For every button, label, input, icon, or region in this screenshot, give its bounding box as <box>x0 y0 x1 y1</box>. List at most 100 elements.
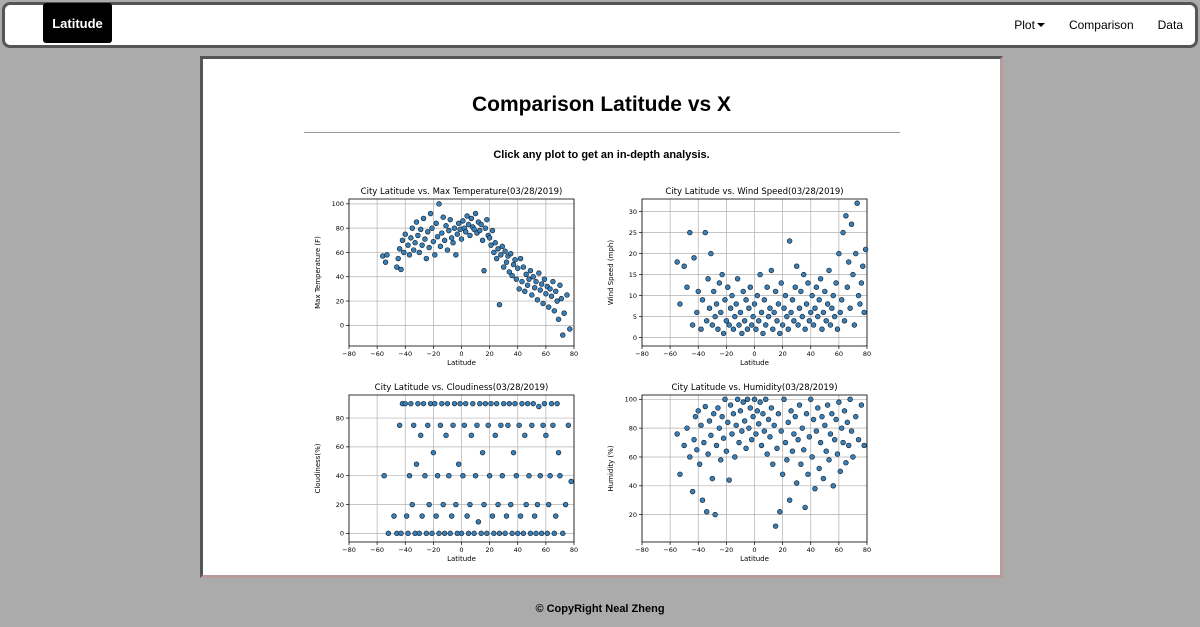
scatter-point <box>427 210 434 217</box>
plot-cloudiness[interactable]: City Latitude vs. Cloudiness(03/28/2019)… <box>310 381 580 566</box>
scatter-point <box>550 278 556 285</box>
scatter-point <box>715 326 721 332</box>
scatter-point <box>436 201 442 207</box>
plot-wind-speed[interactable]: City Latitude vs. Wind Speed(03/28/2019)… <box>603 185 873 370</box>
scatter-point <box>812 305 818 311</box>
scatter-point <box>729 292 735 299</box>
scatter-point <box>720 330 727 337</box>
scatter-point <box>540 422 546 428</box>
x-tick-label: 0 <box>752 546 756 554</box>
scatter-point <box>847 305 853 311</box>
scatter-point <box>460 218 466 224</box>
scatter-point <box>415 232 421 239</box>
scatter-point <box>823 448 829 454</box>
scatter-point <box>744 326 751 332</box>
top-navbar: Latitude Plot Comparison Data <box>2 2 1198 48</box>
x-tick-label: 20 <box>778 546 786 554</box>
x-tick-label: 80 <box>863 350 871 358</box>
scatter-point <box>689 322 696 328</box>
scatter-point <box>674 431 680 437</box>
scatter-point <box>715 405 721 411</box>
plot-max-temperature[interactable]: City Latitude vs. Max Temperature(03/28/… <box>310 185 580 370</box>
scatter-point <box>853 250 859 257</box>
scatter-point <box>862 246 869 253</box>
scatter-point <box>461 422 468 428</box>
scatter-point <box>430 238 437 245</box>
scatter-point <box>564 292 570 298</box>
scatter-point <box>736 322 742 328</box>
scatter-point <box>838 297 845 303</box>
y-tick-label: 40 <box>629 482 637 490</box>
scatter-point <box>472 473 479 479</box>
scatter-point <box>554 400 560 407</box>
scatter-point <box>750 313 756 320</box>
scatter-point <box>551 308 558 314</box>
scatter-point <box>437 243 444 250</box>
scatter-point <box>838 425 845 431</box>
scatter-point <box>799 313 806 320</box>
scatter-point <box>779 322 786 328</box>
nav-comparison-link[interactable]: Comparison <box>1068 18 1134 32</box>
scatter-point <box>409 501 415 508</box>
plot-humidity[interactable]: City Latitude vs. Humidity(03/28/2019) −8… <box>603 381 873 566</box>
scatter-point <box>450 422 456 428</box>
scatter-point <box>754 292 761 299</box>
scatter-point <box>481 267 487 274</box>
scatter-point <box>801 447 807 453</box>
scatter-point <box>530 274 536 280</box>
x-tick-label: 0 <box>752 350 756 358</box>
scatter-point <box>802 326 808 332</box>
scatter-point <box>819 413 825 420</box>
x-tick-label: −40 <box>398 546 412 554</box>
nav-data-link[interactable]: Data <box>1157 18 1183 32</box>
brand-button[interactable]: Latitude <box>43 3 112 43</box>
scatter-point <box>737 309 744 316</box>
scatter-point <box>844 284 851 290</box>
scatter-point <box>703 509 710 515</box>
scatter-point <box>493 400 500 407</box>
scatter-point <box>754 408 761 414</box>
scatter-point <box>526 276 532 282</box>
scatter-point <box>716 425 723 431</box>
scatter-point <box>531 284 538 291</box>
scatter-point <box>444 400 451 407</box>
scatter-point <box>416 530 423 537</box>
scatter-point <box>761 428 768 434</box>
scatter-point <box>778 280 784 286</box>
scatter-point <box>703 318 710 324</box>
scatter-point <box>730 411 737 417</box>
scatter-point <box>793 263 800 269</box>
x-tick-label: −60 <box>370 350 384 358</box>
scatter-point <box>808 396 814 403</box>
scatter-point <box>474 422 480 428</box>
scatter-point <box>492 240 498 246</box>
scatter-point <box>420 400 427 407</box>
scatter-point <box>495 501 501 508</box>
scatter-point <box>694 447 700 453</box>
y-tick-label: 80 <box>629 424 637 432</box>
scatter-point <box>488 242 494 248</box>
scatter-point <box>816 297 822 303</box>
scatter-point <box>702 229 708 236</box>
scatter-point <box>687 454 693 460</box>
scatter-point <box>756 421 762 427</box>
x-tick-label: 40 <box>807 350 815 358</box>
scatter-point <box>826 267 832 274</box>
scatter-point <box>489 227 496 234</box>
scatter-point <box>810 416 817 423</box>
scatter-point <box>805 280 811 286</box>
scatter-point <box>448 513 455 519</box>
x-tick-label: 60 <box>542 350 550 358</box>
y-tick-label: 20 <box>629 250 637 258</box>
scatter-point <box>771 309 777 316</box>
scatter-point <box>523 271 529 278</box>
scatter-point <box>515 530 521 537</box>
y-axis-label: Humidity (%) <box>607 445 615 491</box>
scatter-point <box>426 501 432 508</box>
scatter-point <box>719 271 725 278</box>
scatter-point <box>827 431 834 437</box>
scatter-point <box>708 250 714 257</box>
scatter-point <box>527 530 534 537</box>
scatter-point <box>543 432 549 439</box>
nav-plot-dropdown[interactable]: Plot <box>1002 18 1057 32</box>
